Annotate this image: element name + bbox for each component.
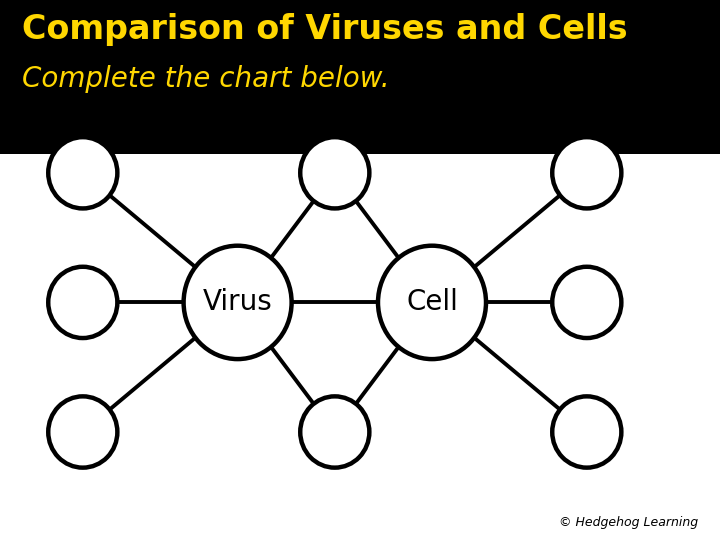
- Ellipse shape: [48, 396, 117, 468]
- Ellipse shape: [300, 137, 369, 208]
- Ellipse shape: [552, 267, 621, 338]
- Text: Cell: Cell: [406, 288, 458, 316]
- Text: Virus: Virus: [203, 288, 272, 316]
- Ellipse shape: [300, 396, 369, 468]
- Text: Unique to Viruses: Unique to Viruses: [15, 46, 150, 61]
- Text: © Hedgehog Learning: © Hedgehog Learning: [559, 516, 698, 529]
- Ellipse shape: [48, 137, 117, 208]
- Ellipse shape: [48, 267, 117, 338]
- Ellipse shape: [184, 246, 292, 359]
- Ellipse shape: [552, 137, 621, 208]
- Ellipse shape: [552, 396, 621, 468]
- Text: Unique to Cells: Unique to Cells: [529, 46, 644, 61]
- Ellipse shape: [378, 246, 486, 359]
- Text: Common Qualities: Common Qualities: [264, 46, 405, 61]
- Bar: [0, 0, 720, 154]
- Text: Comparison of Viruses and Cells: Comparison of Viruses and Cells: [22, 14, 627, 46]
- Text: Complete the chart below.: Complete the chart below.: [22, 65, 390, 93]
